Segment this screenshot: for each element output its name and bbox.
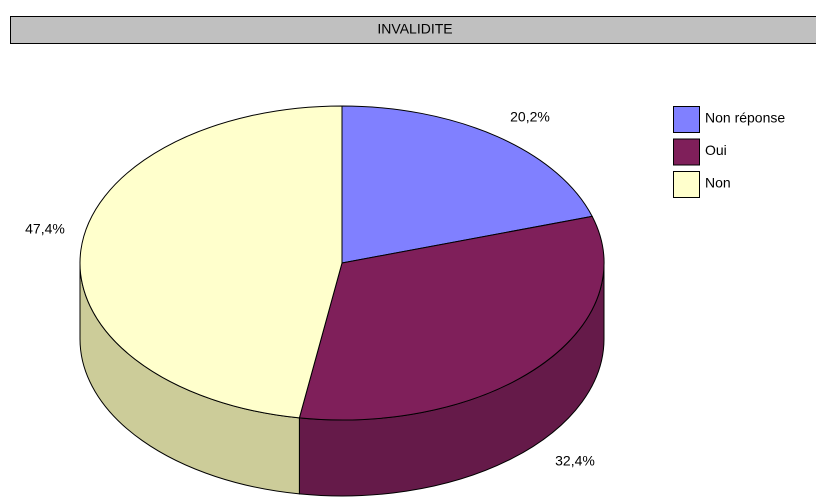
slice — [79, 105, 343, 419]
slice — [298, 215, 605, 421]
data-label: 20,2% — [510, 109, 550, 125]
slice — [341, 105, 593, 264]
chart-title: INVALIDITE — [377, 21, 452, 37]
title-bar — [10, 16, 816, 44]
data-label: 47,4% — [25, 221, 65, 237]
legend-label: Non — [705, 175, 731, 191]
legend-label: Oui — [705, 142, 727, 158]
data-label: 32,4% — [555, 453, 595, 469]
legend-swatch — [673, 138, 700, 166]
legend-swatch — [673, 106, 700, 133]
legend-swatch — [673, 171, 700, 198]
legend-label: Non réponse — [705, 110, 785, 126]
